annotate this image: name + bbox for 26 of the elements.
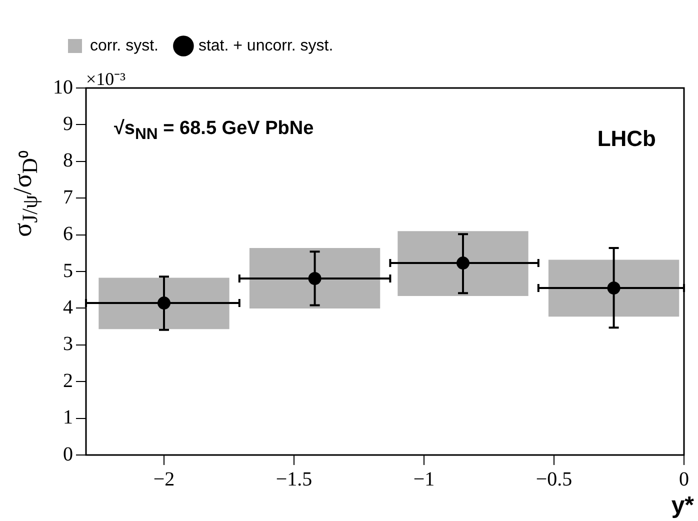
- bar: [249, 248, 380, 309]
- y-tick-label: 10: [53, 76, 73, 98]
- bar: [398, 231, 528, 296]
- legend-label: stat. + uncorr. syst.: [198, 37, 334, 54]
- y-tick-label: 3: [63, 333, 73, 356]
- bar: [98, 278, 230, 330]
- y-tick-label: 0: [63, 443, 73, 466]
- y-tick-label: 1: [63, 406, 73, 429]
- x-tick-label: −1: [413, 468, 435, 490]
- legend-label: corr. syst.: [90, 37, 158, 54]
- x-tick-label: −2: [153, 468, 175, 490]
- x-axis-title: y*: [671, 492, 694, 520]
- annotation: LHCb: [597, 126, 656, 152]
- x-tick-label: −0.5: [536, 468, 572, 490]
- y-tick-label: 2: [63, 370, 73, 392]
- annotation: √s$_{NN}$ = 68.5 GeV PbNe: [114, 118, 314, 144]
- y-tick-label: 9: [63, 112, 73, 135]
- bar: [548, 260, 680, 317]
- y-tick-label: 4: [63, 296, 73, 318]
- x-tick-label: 0: [679, 468, 689, 490]
- annotation: ×10⁻³: [86, 68, 126, 90]
- y-tick-label: 7: [63, 186, 73, 208]
- y-tick-label: 5: [63, 260, 73, 282]
- x-tick-label: −1.5: [276, 468, 312, 490]
- y-tick-label: 8: [63, 150, 73, 172]
- y-tick-label: 6: [63, 223, 73, 246]
